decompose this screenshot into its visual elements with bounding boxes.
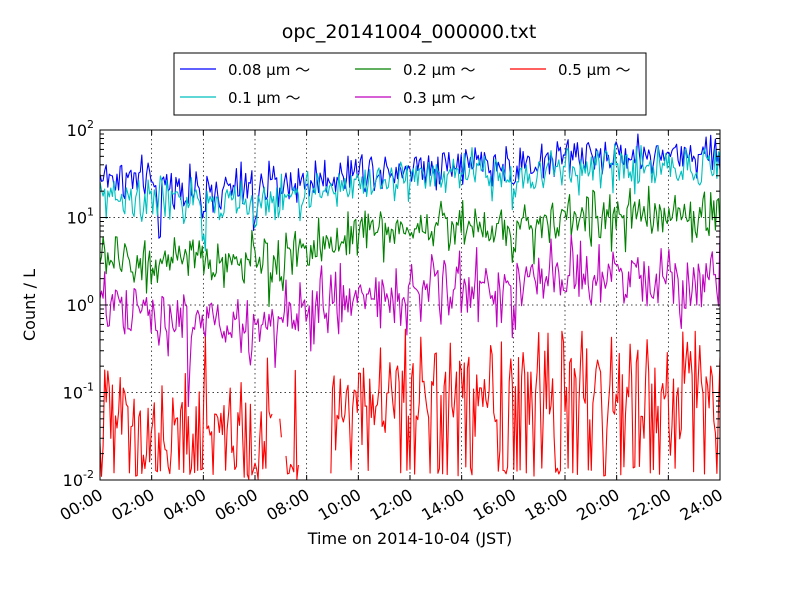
y-tick-label: 101 (67, 206, 94, 228)
series-line-0.5 (99, 328, 721, 480)
legend-label: 0.3 μm ～ (403, 89, 476, 107)
axis-ticks (99, 129, 721, 481)
legend-label: 0.1 μm ～ (228, 89, 301, 107)
series-line-0.3 (99, 229, 721, 408)
legend: 0.08 μm ～ 0.1 μm ～ 0.2 μm ～ 0.3 μm ～ 0.5 μm … (173, 52, 647, 116)
series-line-0.2 (99, 185, 721, 308)
x-axis-label: Time on 2014-10-04 (JST) (307, 529, 512, 548)
series-lines (99, 133, 721, 480)
y-tick-labels: 10-2 10-1 100 101 102 (63, 118, 94, 490)
y-tick-label: 10-2 (63, 468, 94, 490)
legend-label: 0.2 μm ～ (403, 61, 476, 79)
series-line-0.1 (99, 143, 721, 252)
y-tick-label: 102 (67, 118, 94, 140)
chart-title: opc_20141004_000000.txt (282, 21, 537, 43)
y-axis-label: Count / L (20, 269, 39, 341)
legend-label: 0.5 μm ～ (558, 61, 631, 79)
y-tick-label: 10-1 (63, 381, 94, 403)
series-line-0.08 (99, 133, 721, 239)
legend-frame (173, 52, 647, 116)
legend-label: 0.08 μm ～ (228, 61, 310, 79)
y-tick-label: 100 (67, 293, 94, 315)
